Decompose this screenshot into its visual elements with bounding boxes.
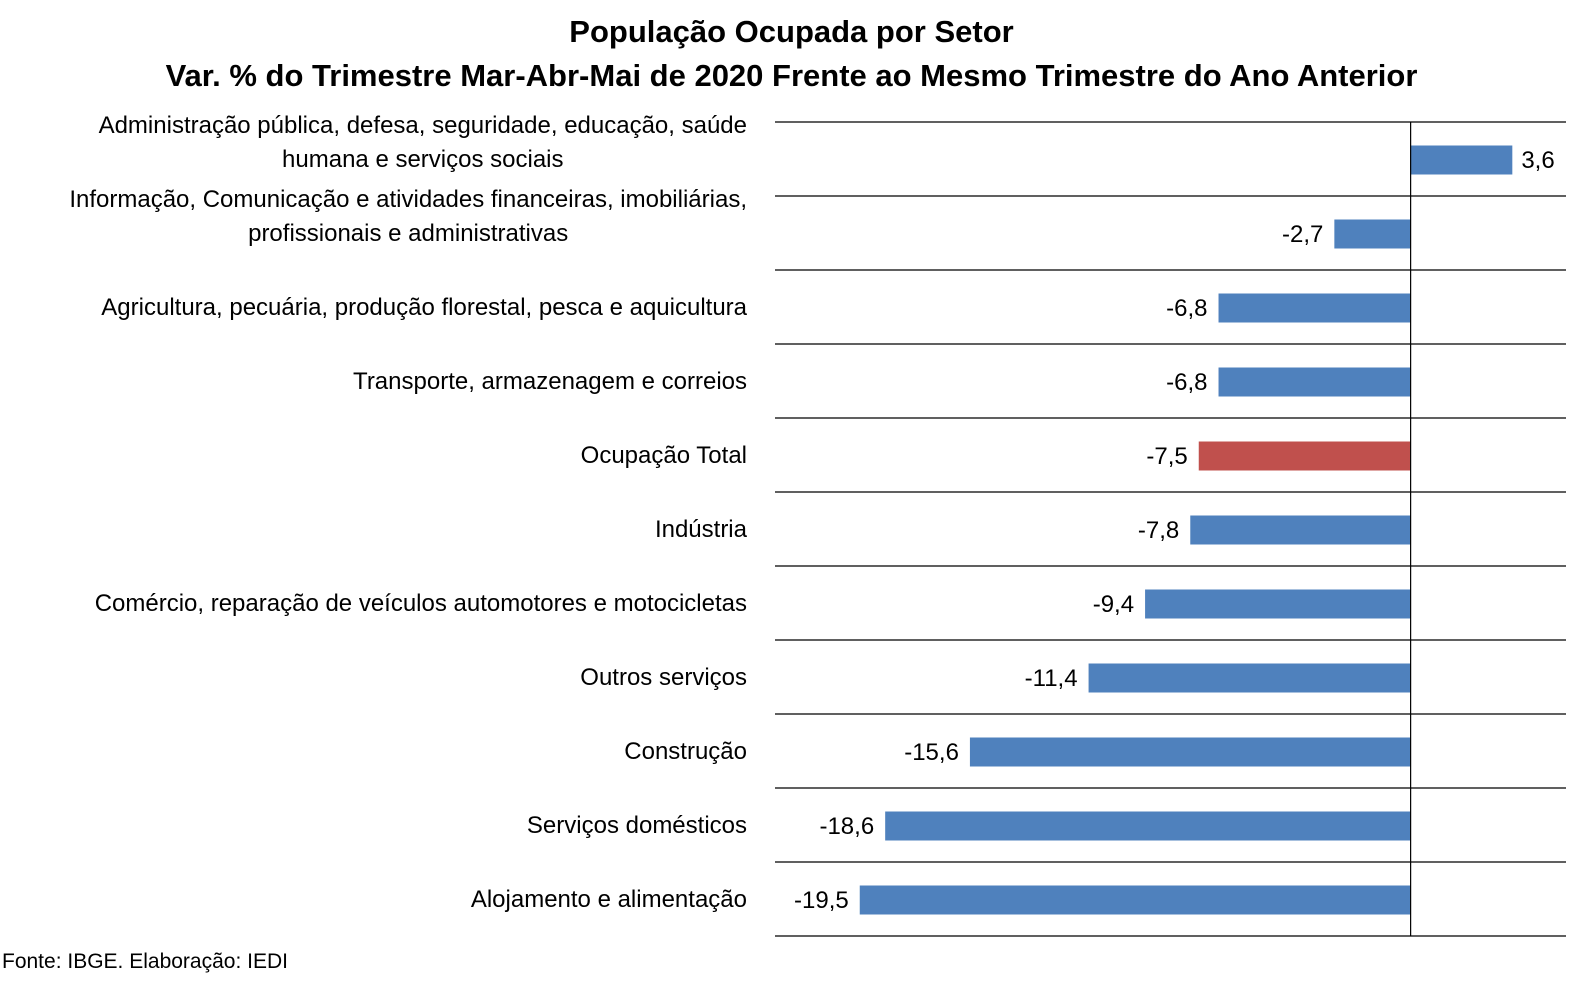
data-label: -11,4 — [1025, 665, 1078, 692]
data-label: -18,6 — [819, 813, 874, 840]
category-label-line: Administração pública, defesa, seguridad… — [99, 112, 747, 139]
category-label: Serviços domésticos — [527, 812, 747, 839]
category-label-line: humana e serviços sociais — [282, 146, 563, 173]
category-label: Transporte, armazenagem e correios — [353, 368, 747, 395]
category-label: Agricultura, pecuária, produção floresta… — [101, 294, 747, 321]
bar — [1088, 663, 1411, 693]
grid-lines — [775, 121, 1566, 937]
data-label: -6,8 — [1166, 295, 1207, 322]
bar — [1218, 367, 1411, 397]
bar — [1198, 441, 1411, 471]
labels: 3,6 Administração pública, defesa, seguri… — [69, 112, 1554, 914]
data-label: 3,6 — [1521, 147, 1554, 174]
chart-title: População Ocupada por Setor — [569, 14, 1014, 49]
chart-title-block: População Ocupada por Setor Var. % do Tr… — [0, 10, 1583, 98]
data-label: -6,8 — [1166, 369, 1207, 396]
category-label: Ocupação Total — [581, 442, 747, 469]
chart-subtitle: Var. % do Trimestre Mar-Abr-Mai de 2020 … — [165, 58, 1418, 93]
data-label: -9,4 — [1093, 591, 1134, 618]
bar — [1410, 145, 1513, 175]
data-label: -7,8 — [1138, 517, 1179, 544]
source-note: Fonte: IBGE. Elaboração: IEDI — [2, 950, 288, 973]
category-label: Outros serviços — [580, 664, 747, 691]
category-label: Administração pública, defesa, seguridad… — [99, 112, 747, 173]
bar — [969, 737, 1411, 767]
bar — [1334, 219, 1411, 249]
data-label: -15,6 — [904, 739, 959, 766]
bars — [859, 145, 1513, 915]
category-label-line: Informação, Comunicação e atividades fin… — [69, 186, 747, 213]
category-label: Alojamento e alimentação — [471, 886, 747, 913]
bar — [859, 885, 1411, 915]
data-label: -2,7 — [1282, 221, 1323, 248]
category-label: Comércio, reparação de veículos automoto… — [95, 590, 747, 617]
category-label: Construção — [624, 738, 747, 765]
bar — [1218, 293, 1411, 323]
category-label: Informação, Comunicação e atividades fin… — [69, 186, 747, 247]
bar — [1190, 515, 1411, 545]
data-label: -7,5 — [1146, 443, 1187, 470]
bar — [1145, 589, 1411, 619]
bar — [885, 811, 1411, 841]
category-label: Indústria — [655, 516, 748, 543]
data-label: -19,5 — [794, 887, 849, 914]
category-label-line: profissionais e administrativas — [248, 220, 568, 247]
